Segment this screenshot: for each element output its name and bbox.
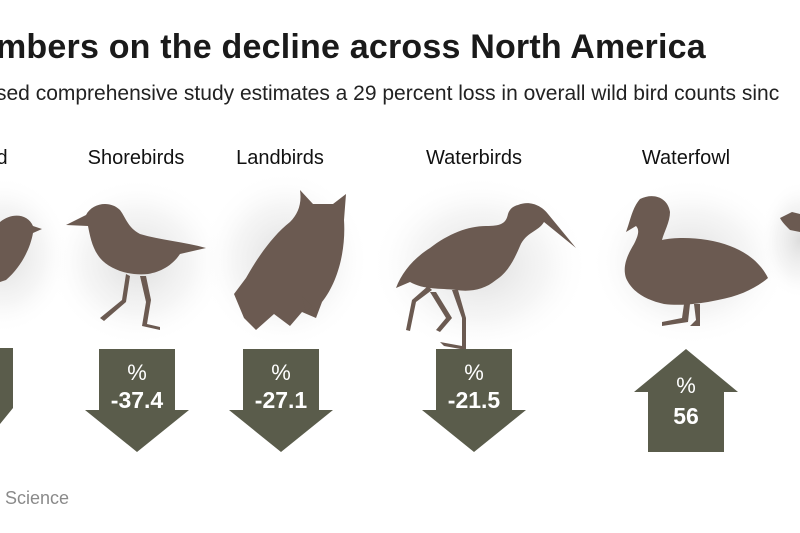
duck-icon bbox=[624, 196, 768, 326]
source-credit: l Science bbox=[0, 488, 70, 508]
arrow-percent-sign: % bbox=[676, 373, 696, 398]
owl-icon bbox=[234, 190, 346, 330]
arrow-value: -21.5 bbox=[448, 387, 501, 413]
halo bbox=[760, 180, 800, 300]
arrow-percent-sign: % bbox=[127, 360, 147, 385]
arrow-value: -27.1 bbox=[255, 387, 308, 413]
arrow-value: 56 bbox=[673, 403, 699, 429]
arrow-value: -37.4 bbox=[111, 387, 164, 413]
bird-icon bbox=[0, 215, 42, 282]
arrow-landbirds: % -27.1 bbox=[229, 349, 333, 452]
category-label-landbirds: Landbirds bbox=[236, 147, 324, 169]
page-subtitle: sed comprehensive study estimates a 29 p… bbox=[0, 82, 780, 105]
shorebird-icon bbox=[66, 203, 206, 330]
category-label-waterfowl: Waterfowl bbox=[641, 147, 731, 169]
arrow-partial bbox=[0, 348, 13, 424]
category-label-shorebirds: Shorebirds bbox=[87, 147, 185, 169]
page-title: mbers on the decline across North Americ… bbox=[0, 28, 706, 66]
category-label-waterbirds: Waterbirds bbox=[426, 147, 522, 169]
halo bbox=[0, 175, 72, 335]
arrow-waterfowl: % 56 bbox=[634, 349, 738, 452]
arrow-shorebirds: % -37.4 bbox=[85, 349, 189, 452]
arrow-percent-sign: % bbox=[464, 360, 484, 385]
arrow-waterbirds: % -21.5 bbox=[422, 349, 526, 452]
category-label-partial: d bbox=[0, 147, 8, 169]
heron-icon bbox=[396, 203, 576, 350]
bird-icon bbox=[780, 212, 800, 232]
arrow-percent-sign: % bbox=[271, 360, 291, 385]
